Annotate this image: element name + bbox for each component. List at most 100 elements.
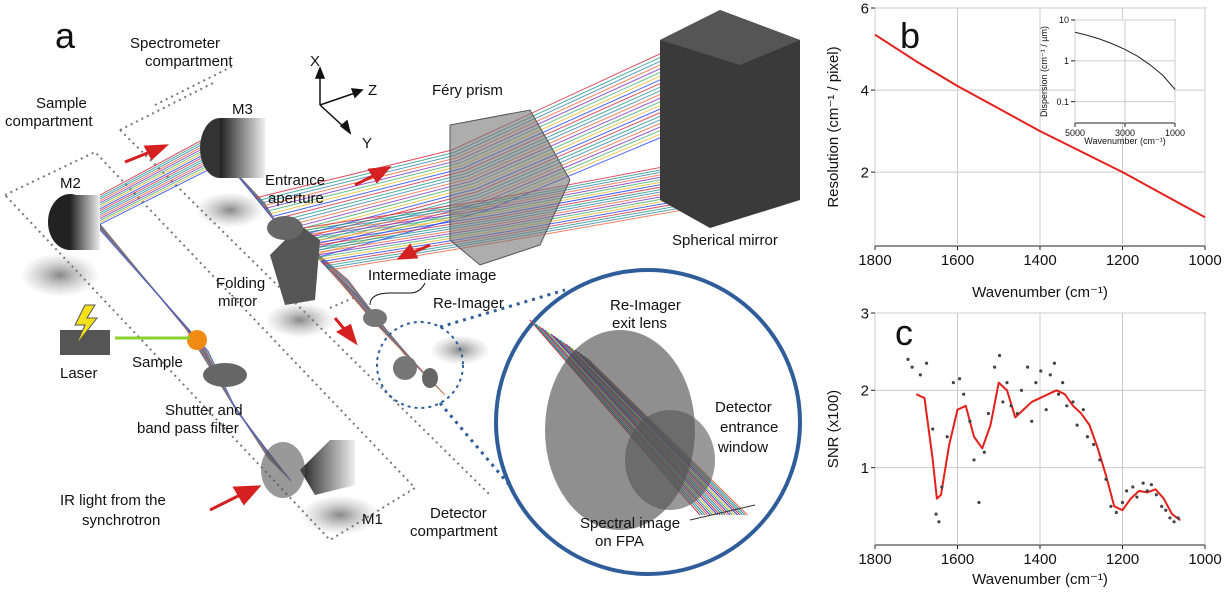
label: Shutter and: [165, 402, 243, 419]
y-tick-label: 10: [1059, 15, 1069, 25]
label: Spectral image: [580, 515, 680, 532]
point: [931, 427, 934, 430]
y-axis-label: Dispersion (cm⁻¹ / µm): [1039, 26, 1049, 117]
x-tick-label: 1600: [941, 551, 974, 568]
point: [972, 458, 975, 461]
x-tick-label: 1400: [1023, 252, 1056, 269]
point: [1131, 485, 1134, 488]
mirror-m2-body: [70, 195, 100, 250]
point: [911, 366, 914, 369]
point: [1098, 458, 1101, 461]
point: [1150, 483, 1153, 486]
label: Sample: [36, 95, 87, 112]
point: [937, 520, 940, 523]
label: mirror: [218, 293, 257, 310]
label: Detector: [715, 399, 772, 416]
point: [962, 393, 965, 396]
point: [946, 435, 949, 438]
label: Z: [368, 82, 377, 99]
x-tick-label: 1400: [1023, 551, 1056, 568]
label: IR light from the: [60, 492, 166, 509]
x-tick-label: 1000: [1188, 551, 1221, 568]
mirror-m1: [300, 440, 355, 495]
entrance-aperture: [267, 216, 303, 240]
y-axis-label: Resolution (cm⁻¹ / pixel): [825, 46, 842, 207]
label: aperture: [268, 190, 324, 207]
point: [1030, 420, 1033, 423]
point: [1092, 443, 1095, 446]
x-axis-label: Wavenumber (cm⁻¹): [972, 571, 1108, 588]
point: [1071, 400, 1074, 403]
label: entrance: [720, 419, 778, 436]
label: Laser: [60, 365, 98, 382]
point: [1065, 404, 1068, 407]
label: M1: [362, 511, 383, 528]
x-tick-label: 1200: [1106, 252, 1139, 269]
point: [1115, 511, 1118, 514]
point: [1168, 516, 1171, 519]
point: [1172, 520, 1175, 523]
x-axis-label: Wavenumber (cm⁻¹): [972, 284, 1108, 301]
x-tick-label: 1800: [858, 252, 891, 269]
y-tick-label: 6: [861, 0, 869, 17]
point: [993, 366, 996, 369]
label: Intermediate image: [368, 267, 496, 284]
point: [1045, 408, 1048, 411]
y-tick-label: 3: [861, 305, 869, 322]
x-tick-label: 1600: [941, 252, 974, 269]
label: Entrance: [265, 172, 325, 189]
point: [1001, 400, 1004, 403]
label: Féry prism: [432, 82, 503, 99]
point: [925, 362, 928, 365]
point: [1076, 424, 1079, 427]
point: [952, 381, 955, 384]
label: compartment: [5, 113, 93, 130]
point: [1053, 362, 1056, 365]
label: Sample: [132, 354, 183, 371]
label: Re-Imager: [610, 297, 681, 314]
label: Y: [362, 135, 372, 152]
point: [1061, 381, 1064, 384]
lens: [393, 356, 417, 380]
point: [1125, 489, 1128, 492]
label: Spectrometer: [130, 35, 220, 52]
x-tick-label: 5000: [1065, 128, 1085, 138]
x-axis-label: Wavenumber (cm⁻¹): [1084, 136, 1165, 146]
point: [1164, 509, 1167, 512]
panel-label: b: [900, 15, 920, 56]
label: M3: [232, 101, 253, 118]
point: [1026, 366, 1029, 369]
x-tick-label: 1000: [1188, 252, 1221, 269]
point: [934, 512, 937, 515]
label: compartment: [410, 523, 498, 540]
label: on FPA: [595, 533, 644, 550]
x-tick-label: 1800: [858, 551, 891, 568]
ir-beam-end: [261, 442, 305, 498]
label: window: [717, 439, 768, 456]
diagram: [5, 10, 800, 574]
y-axis-label: SNR (x100): [825, 390, 842, 468]
label: band pass filter: [137, 420, 239, 437]
lens: [363, 309, 387, 327]
point: [1086, 435, 1089, 438]
label: M2: [60, 175, 81, 192]
point: [987, 412, 990, 415]
coordinate-axes: [316, 68, 362, 133]
label: compartment: [145, 53, 233, 70]
point: [1146, 489, 1149, 492]
point: [906, 358, 909, 361]
label: exit lens: [612, 315, 667, 332]
label: synchrotron: [82, 512, 160, 529]
panel-label: a: [55, 15, 76, 56]
label: Detector: [430, 505, 487, 522]
point: [1155, 493, 1158, 496]
label: Folding: [216, 275, 265, 292]
point: [1104, 478, 1107, 481]
point: [1142, 482, 1145, 485]
page: a Spectrometer compartment Sample compar…: [0, 0, 1225, 595]
entrance-window: [625, 410, 715, 510]
y-tick-label: 2: [861, 164, 869, 181]
point: [919, 373, 922, 376]
point: [1057, 393, 1060, 396]
y-tick-label: 1: [861, 460, 869, 477]
